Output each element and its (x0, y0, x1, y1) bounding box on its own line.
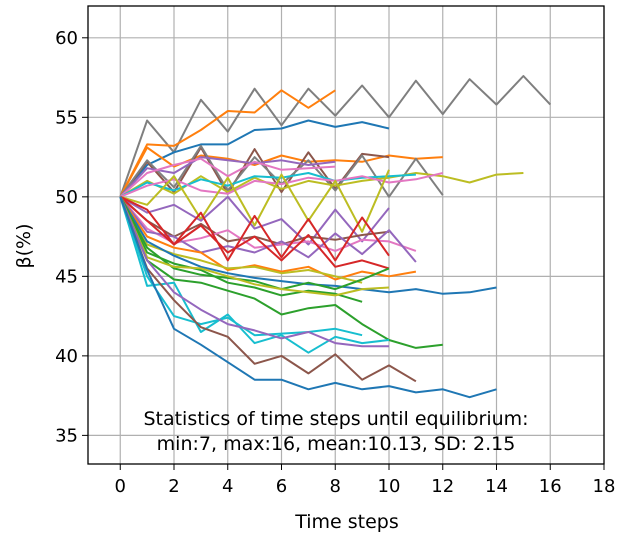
series-line-23 (119, 196, 363, 303)
series-group (119, 75, 552, 399)
series-line-2 (119, 89, 336, 198)
x-tick-label: 2 (168, 476, 179, 497)
series-line-16 (119, 196, 417, 263)
series-line-28 (119, 196, 389, 348)
series-line-11 (119, 172, 444, 198)
plot-frame (87, 5, 605, 465)
y-tick-label: 45 (55, 266, 78, 287)
x-tick-label: 6 (276, 476, 287, 497)
series-line-8 (119, 157, 336, 198)
series-line-30 (119, 196, 497, 399)
series-line-22 (119, 196, 390, 291)
series-line-4 (119, 146, 443, 198)
x-tick-label: 10 (378, 476, 401, 497)
y-tick-label: 40 (55, 346, 78, 367)
series-line-21 (119, 196, 497, 295)
y-tick-label: 55 (55, 107, 78, 128)
annotation-line-2: min:7, max:16, mean:10.13, SD: 2.15 (157, 433, 516, 455)
series-line-1 (119, 75, 552, 198)
x-tick-label: 14 (485, 476, 508, 497)
series-line-26 (119, 196, 390, 354)
x-tick-label: 0 (115, 476, 126, 497)
series-line-18 (119, 196, 390, 270)
x-tick-label: 12 (431, 476, 454, 497)
series-line-3 (119, 119, 390, 198)
series-line-29 (119, 196, 417, 383)
x-tick-label: 16 (539, 476, 562, 497)
series-line-19 (119, 196, 417, 281)
annotation-line-1: Statistics of time steps until equilibri… (143, 408, 528, 430)
series-line-12 (120, 169, 390, 233)
x-tick-label: 18 (593, 476, 616, 497)
y-tick-label: 60 (55, 28, 78, 49)
x-axis-label: Time steps (294, 511, 399, 533)
series-line-24 (119, 196, 390, 297)
series-line-13 (119, 195, 390, 246)
x-tick-label: 8 (330, 476, 341, 497)
axis-ticks: 0 2 4 6 8 10 12 14 16 18 35 40 45 50 55 60 (55, 28, 615, 497)
y-tick-label: 35 (55, 425, 78, 446)
x-tick-label: 4 (222, 476, 233, 497)
y-tick-label: 50 (55, 187, 78, 208)
series-line-17 (119, 195, 390, 262)
y-axis-label: β(%) (13, 223, 35, 268)
